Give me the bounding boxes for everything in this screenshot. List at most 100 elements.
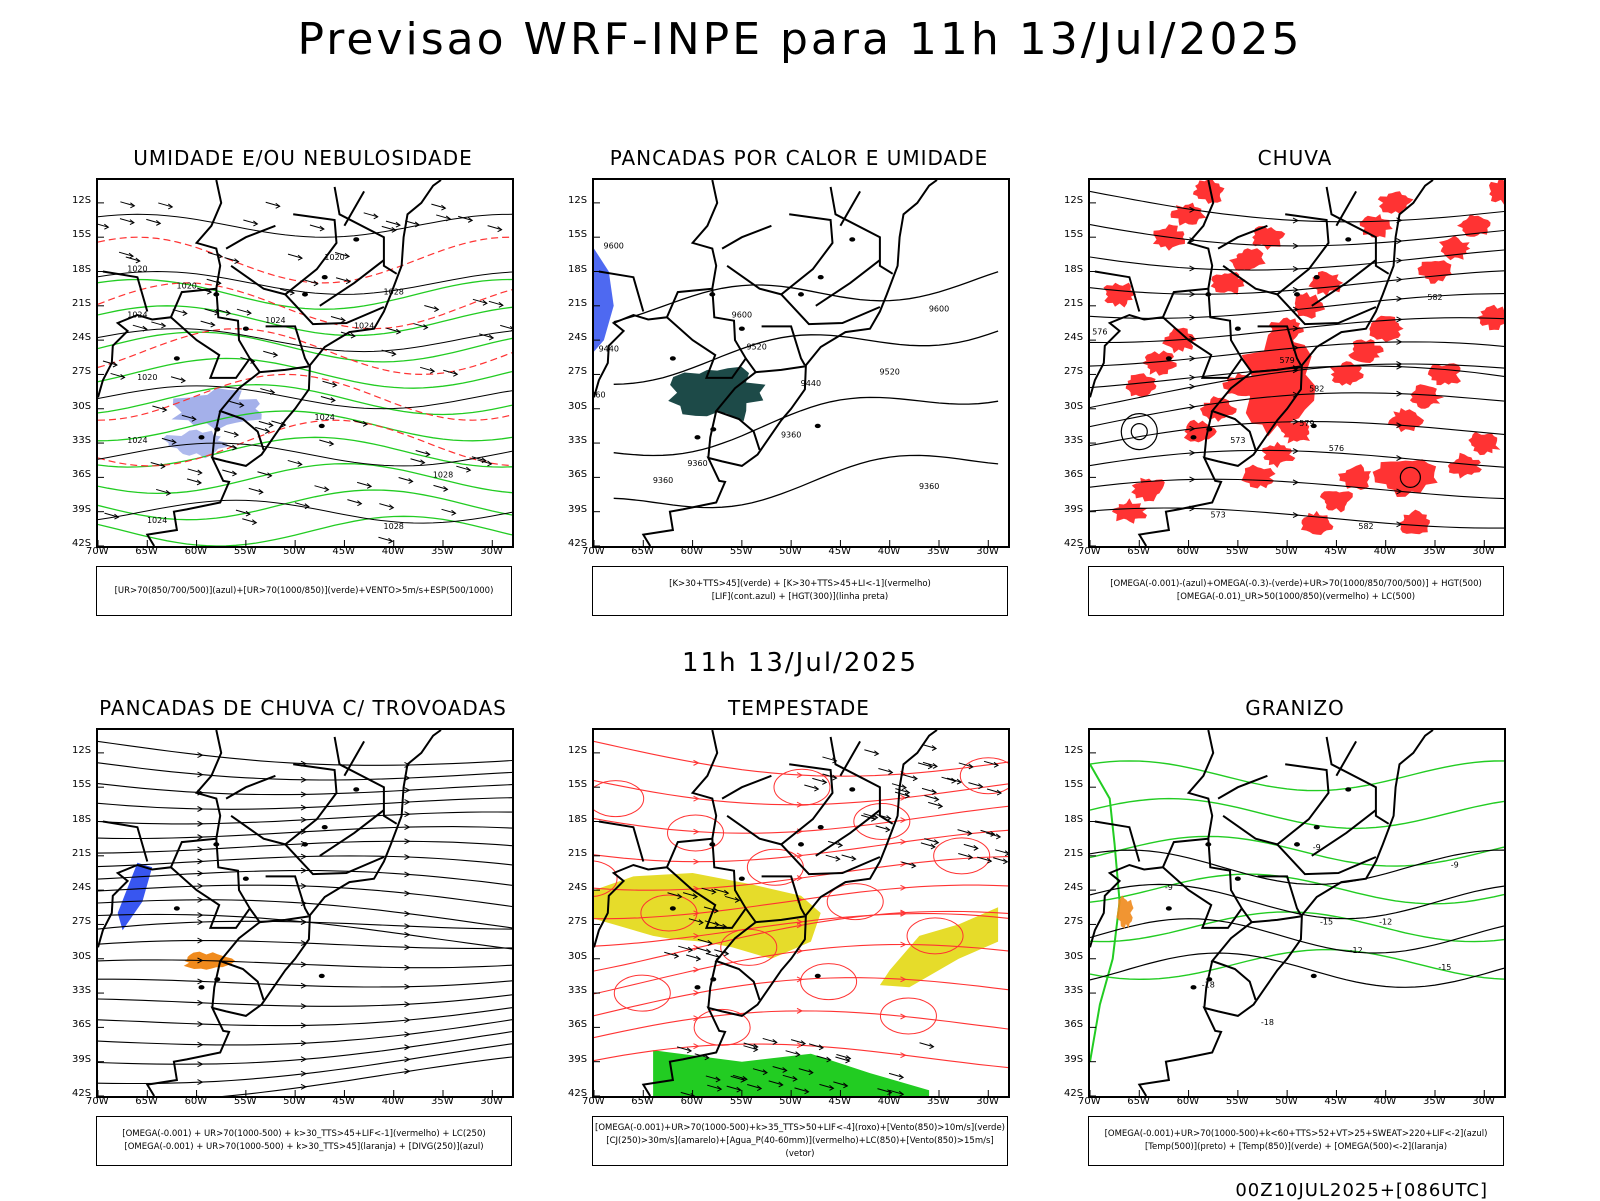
lon-tick-label: 40W (877, 1096, 901, 1107)
contour-label: 1020 (177, 282, 197, 291)
legend-line: [LIF](cont.azul) + [HGT(300)](linha pret… (711, 592, 889, 602)
contour-label: 9360 (653, 476, 673, 485)
lat-tick-label: 12S (72, 744, 92, 756)
legend-line: [Temp(500)](preto) + [Temp(850)](verde) … (1144, 1142, 1448, 1152)
lat-tick-label: 36S (72, 469, 92, 481)
lat-tick-label: 30S (72, 950, 92, 962)
legend-line: [OMEGA(-0.001)-(azul)+OMEGA(-0.3)-(verde… (1110, 579, 1482, 589)
contour-label: 576 (1329, 444, 1344, 453)
lon-tick-label: 55W (729, 546, 753, 557)
contour-label: 1024 (354, 322, 374, 331)
panel-title-trovoadas: PANCADAS DE CHUVA C/ TROVOADAS (99, 696, 507, 720)
contour-label: 1028 (384, 522, 404, 531)
lat-tick-label: 24S (1064, 332, 1084, 344)
lat-tick-label: 36S (1064, 1019, 1084, 1031)
lat-tick-label: 27S (568, 366, 588, 378)
lat-tick-label: 15S (568, 779, 588, 791)
lon-tick-label: 60W (680, 546, 704, 557)
contour-label: 1028 (433, 470, 453, 479)
contour-label: 582 (1358, 522, 1373, 531)
lon-tick-label: 55W (1225, 546, 1249, 557)
lon-tick-label: 60W (680, 1096, 704, 1107)
lon-tick-label: 45W (332, 546, 356, 557)
lon-tick-label: 50W (1275, 1096, 1298, 1107)
lon-tick-label: 30W (976, 1096, 999, 1107)
lat-tick-label: 36S (1064, 469, 1084, 481)
contour-label: -18 (1261, 1018, 1274, 1027)
lat-tick-label: 42S (568, 1088, 588, 1099)
lon-tick-label: 40W (877, 546, 901, 557)
lon-tick-label: 50W (283, 1096, 306, 1107)
lon-tick-label: 45W (828, 546, 852, 557)
contour-label: 1024 (315, 413, 335, 422)
lat-tick-label: 18S (568, 813, 588, 825)
lat-tick-label: 30S (72, 400, 92, 412)
panel-title-tempestade: TEMPESTADE (728, 696, 870, 720)
lat-tick-label: 36S (72, 1019, 92, 1031)
lat-tick-label: 30S (568, 950, 588, 962)
lat-tick-label: 24S (72, 332, 92, 344)
lon-tick-label: 35W (431, 546, 454, 557)
lat-tick-label: 21S (72, 847, 92, 859)
panel-title-pancadas-calor: PANCADAS POR CALOR E UMIDADE (609, 146, 989, 170)
middle-time-label: 11h 13/Jul/2025 (682, 648, 918, 678)
contour-label: -9 (1165, 883, 1173, 892)
lon-tick-label: 40W (381, 1096, 405, 1107)
contour-label: 582 (1309, 385, 1324, 394)
legend-line: [OMEGA(-0.01)_UR>50(1000/850)(vermelho) … (1176, 592, 1416, 602)
lat-tick-label: 18S (568, 263, 588, 275)
lon-tick-label: 40W (381, 546, 405, 557)
contour-label: 9360 (687, 459, 707, 468)
contour-label: 573 (1230, 436, 1245, 445)
lat-tick-label: 21S (1064, 847, 1084, 859)
lat-tick-label: 42S (1064, 538, 1084, 549)
lat-tick-label: 39S (1064, 503, 1084, 515)
contour-label: -12 (1379, 917, 1392, 926)
map-canvas (594, 730, 1008, 1096)
legend-line: [OMEGA(-0.001) + UR>70(1000-500) + k>30_… (122, 1129, 486, 1139)
lon-tick-label: 35W (1423, 1096, 1446, 1107)
lon-tick-label: 70W (1078, 1096, 1101, 1107)
contour-label: 1024 (147, 516, 167, 525)
lon-tick-label: 35W (431, 1096, 454, 1107)
lon-tick-label: 70W (86, 546, 109, 557)
lat-tick-label: 42S (568, 538, 588, 549)
contour-label: -9 (1451, 860, 1459, 869)
map-trovoadas (96, 728, 514, 1098)
legend-line: [CJ(250)>30m/s](amarelo)+[Agua_P(40-60mm… (606, 1135, 994, 1159)
lon-tick-label: 50W (779, 546, 802, 557)
lat-tick-label: 27S (568, 916, 588, 928)
lat-tick-label: 39S (568, 503, 588, 515)
legend-line: [UR>70(850/700/500)](azul)+[UR>70(1000/8… (114, 585, 494, 596)
lon-tick-label: 70W (86, 1096, 109, 1107)
lat-tick-label: 27S (1064, 916, 1084, 928)
map-tempestade (592, 728, 1010, 1098)
lon-tick-label: 55W (729, 1096, 753, 1107)
lat-tick-label: 39S (1064, 1053, 1084, 1065)
lat-tick-label: 33S (568, 435, 588, 447)
lon-tick-label: 35W (1423, 546, 1446, 557)
lat-tick-label: 30S (568, 400, 588, 412)
lat-tick-label: 15S (568, 229, 588, 241)
contour-label: 1024 (127, 436, 147, 445)
lat-tick-label: 30S (1064, 950, 1084, 962)
lat-tick-label: 33S (1064, 435, 1084, 447)
lat-tick-label: 18S (72, 263, 92, 275)
lat-tick-label: 18S (1064, 263, 1084, 275)
lat-tick-label: 27S (72, 916, 92, 928)
legend-pancadas-calor: [K>30+TTS>45](verde) + [K>30+TTS>45+LI<-… (592, 566, 1008, 616)
map-canvas: 9600960096009520952094409440936093609360… (594, 180, 999, 546)
contour-label: 579 (1280, 356, 1295, 365)
legend-line: [OMEGA(-0.001) + UR>70(1000-500) + k>30_… (124, 1142, 484, 1152)
legend-chuva: [OMEGA(-0.001)-(azul)+OMEGA(-0.3)-(verde… (1088, 566, 1504, 616)
panel-title-granizo: GRANIZO (1245, 696, 1345, 720)
lat-tick-label: 42S (72, 538, 92, 549)
lon-tick-label: 70W (582, 1096, 605, 1107)
lon-tick-label: 60W (184, 546, 208, 557)
legend-line: [OMEGA(-0.001)+UR>70(1000-500)+k>35_TTS>… (595, 1122, 1005, 1133)
lat-tick-label: 21S (568, 847, 588, 859)
contour-label: 1020 (137, 373, 157, 382)
map-chuva: 582 579 582 579 576 573 576 573 582 (1088, 178, 1506, 548)
lon-tick-label: 30W (1472, 1096, 1495, 1107)
lat-tick-label: 24S (568, 882, 588, 894)
